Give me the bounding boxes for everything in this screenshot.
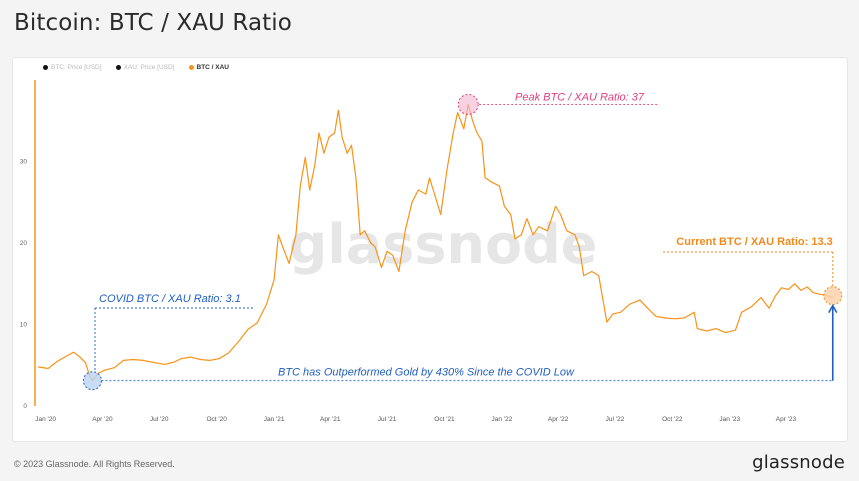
legend-label: BTC / XAU <box>196 64 230 71</box>
x-tick-label: Oct '20 <box>206 416 227 423</box>
watermark-logo: glassnode <box>289 213 598 276</box>
legend-dot-icon <box>43 65 48 70</box>
legend-dot-icon <box>115 65 121 70</box>
chart-card: BTC: Price [USD] XAU: Price [USD] BTC / … <box>12 57 848 442</box>
btc-xau-line-chart: glassnode 0 10 20 30 Jan '20 Apr '20 Jul '20 O… <box>20 80 843 423</box>
y-tick-label: 20 <box>20 240 28 247</box>
x-tick-label: Jan '23 <box>719 416 740 423</box>
x-tick-label: Oct '21 <box>434 416 455 423</box>
outperformance-label: BTC has Outperformed Gold by 430% Since … <box>278 367 575 379</box>
x-axis: Jan '20 Apr '20 Jul '20 Oct '20 Jan '21 Apr '… <box>35 416 796 423</box>
y-tick-label: 0 <box>23 403 27 410</box>
x-tick-label: Jul '21 <box>378 416 397 423</box>
copyright-text: © 2023 Glassnode. All Rights Reserved. <box>14 459 175 469</box>
current-annotation-label: Current BTC / XAU Ratio: 13.3 <box>676 236 832 248</box>
legend-item-btc-xau[interactable]: BTC / XAU <box>188 64 230 71</box>
page-title: Bitcoin: BTC / XAU Ratio <box>14 10 292 36</box>
x-tick-label: Jan '22 <box>492 416 513 423</box>
legend-label: BTC: Price [USD] <box>51 64 102 71</box>
series-line-btc-xau <box>38 103 834 382</box>
legend-dot-icon <box>188 65 194 70</box>
x-tick-label: Jul '20 <box>150 416 169 423</box>
current-marker <box>823 286 843 306</box>
x-tick-label: Apr '21 <box>320 416 341 423</box>
legend-item-xau-price[interactable]: XAU: Price [USD] <box>115 64 175 71</box>
arrow-up-icon <box>828 303 838 314</box>
peak-marker <box>457 93 479 115</box>
x-tick-label: Oct '22 <box>662 416 683 423</box>
x-tick-label: Jan '21 <box>264 416 285 423</box>
footer-logo: glassnode <box>752 452 845 473</box>
peak-annotation-label: Peak BTC / XAU Ratio: 37 <box>515 91 645 103</box>
y-tick-label: 30 <box>20 159 28 166</box>
x-tick-label: Apr '23 <box>776 416 797 423</box>
x-tick-label: Jan '20 <box>35 416 56 423</box>
covid-annotation-label: COVID BTC / XAU Ratio: 3.1 <box>99 293 241 305</box>
legend-item-btc-price[interactable]: BTC: Price [USD] <box>43 64 102 71</box>
x-tick-label: Jul '22 <box>606 416 625 423</box>
annotations: Peak BTC / XAU Ratio: 37 COVID BTC / XAU … <box>82 91 843 391</box>
chart-legend: BTC: Price [USD] XAU: Price [USD] BTC / … <box>43 64 229 71</box>
x-tick-label: Apr '20 <box>92 416 113 423</box>
covid-marker <box>82 371 102 391</box>
y-tick-label: 10 <box>20 322 28 329</box>
x-tick-label: Apr '22 <box>548 416 569 423</box>
y-axis: 0 10 20 30 <box>20 80 36 410</box>
legend-label: XAU: Price [USD] <box>123 64 175 71</box>
